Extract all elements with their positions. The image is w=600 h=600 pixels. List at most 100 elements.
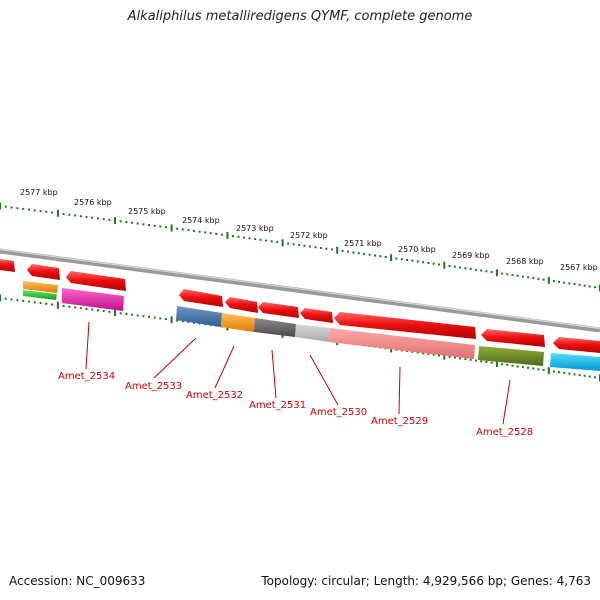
gene-arrow[interactable] (0, 259, 15, 272)
minor-tick (568, 282, 571, 285)
gene-row-lower (179, 289, 600, 353)
minor-tick (573, 283, 576, 286)
gene-block-green[interactable] (23, 290, 57, 300)
minor-tick (490, 271, 493, 273)
leader-line (502, 379, 511, 425)
minor-tick (469, 268, 472, 270)
minor-tick (276, 241, 279, 243)
minor-tick (164, 226, 167, 229)
minor-tick (330, 248, 333, 251)
gene-arrow[interactable] (334, 312, 476, 339)
gene-label-amet-2530[interactable]: Amet_2530 (310, 407, 367, 418)
minor-tick (427, 353, 430, 355)
gene-arrow[interactable] (66, 271, 126, 291)
minor-tick (563, 281, 566, 284)
minor-tick (552, 370, 555, 373)
major-tick (281, 239, 284, 247)
minor-tick (506, 273, 509, 276)
minor-tick (33, 209, 36, 212)
gene-blocks (23, 281, 600, 371)
minor-tick (448, 355, 451, 358)
minor-tick (485, 270, 488, 273)
minor-tick (432, 262, 435, 265)
minor-tick (4, 297, 7, 300)
minor-tick (578, 374, 581, 377)
minor-tick (501, 272, 504, 275)
minor-tick (270, 240, 273, 243)
minor-tick (352, 251, 355, 254)
scale-label: 2567 kbp (560, 263, 598, 272)
minor-tick (10, 206, 13, 209)
genome-backbone-highlight (0, 248, 600, 330)
minor-tick (379, 255, 382, 258)
gene-block-cyan[interactable] (550, 353, 600, 371)
gene-block-orange[interactable] (221, 313, 255, 332)
major-tick (443, 352, 446, 360)
gene-arrow[interactable] (258, 302, 299, 318)
minor-tick (438, 354, 440, 357)
gene-arrow[interactable] (553, 337, 600, 353)
gene-label-amet-2529[interactable]: Amet_2529 (371, 416, 428, 427)
minor-tick (568, 372, 571, 375)
minor-tick (16, 299, 19, 302)
minor-tick (490, 361, 493, 364)
minor-tick (593, 286, 596, 289)
major-tick (390, 254, 393, 262)
minor-tick (347, 250, 349, 253)
minor-tick (181, 228, 184, 231)
major-tick (56, 301, 59, 309)
minor-tick (448, 265, 451, 267)
minor-tick (563, 371, 566, 374)
gene-label-amet-2532[interactable]: Amet_2532 (186, 390, 243, 401)
major-tick (0, 202, 1, 210)
minor-tick (159, 225, 162, 228)
minor-tick (181, 320, 184, 323)
gene-label-amet-2531[interactable]: Amet_2531 (249, 400, 306, 411)
gene-block-dark-gray[interactable] (254, 318, 296, 337)
minor-tick (79, 307, 82, 310)
minor-tick (521, 275, 524, 278)
minor-tick (68, 213, 71, 216)
minor-tick (153, 224, 156, 227)
minor-tick (588, 375, 591, 378)
minor-tick (28, 208, 30, 211)
minor-tick (193, 229, 195, 232)
minor-tick (506, 363, 509, 366)
gene-block-light-gray[interactable] (295, 324, 330, 342)
minor-tick (485, 361, 488, 363)
minor-tick (314, 246, 317, 249)
minor-tick (527, 276, 530, 279)
gene-arrow[interactable] (300, 308, 333, 323)
minor-tick (453, 356, 456, 359)
gene-block-salmon[interactable] (329, 328, 475, 359)
gene-block-olive[interactable] (478, 346, 544, 366)
scale-label: 2574 kbp (182, 216, 220, 225)
leader-line (309, 354, 339, 406)
gene-arrow[interactable] (481, 329, 545, 347)
scale-label: 2577 kbp (20, 188, 58, 197)
major-tick (114, 309, 116, 316)
minor-tick (187, 229, 190, 232)
gene-arrow[interactable] (27, 264, 60, 280)
minor-tick (209, 232, 212, 235)
leader-line (398, 366, 401, 415)
minor-tick (91, 308, 94, 311)
gene-block-orange[interactable] (23, 281, 58, 293)
minor-tick (309, 245, 311, 248)
minor-tick (68, 305, 71, 308)
minor-tick (131, 313, 134, 316)
gene-arrow[interactable] (225, 297, 258, 313)
scale-label: 2575 kbp (128, 207, 166, 216)
minor-tick (259, 238, 262, 241)
minor-tick (85, 307, 88, 310)
gene-arrow[interactable] (179, 289, 223, 307)
gene-label-amet-2528[interactable]: Amet_2528 (476, 427, 533, 438)
gene-block-blue[interactable] (176, 306, 222, 327)
gene-label-amet-2533[interactable]: Amet_2533 (125, 381, 182, 392)
minor-tick (453, 265, 456, 268)
gene-block-pink[interactable] (62, 288, 124, 311)
minor-tick (125, 313, 128, 315)
minor-tick (552, 280, 555, 283)
minor-tick (243, 236, 246, 239)
gene-label-amet-2534[interactable]: Amet_2534 (58, 371, 115, 382)
